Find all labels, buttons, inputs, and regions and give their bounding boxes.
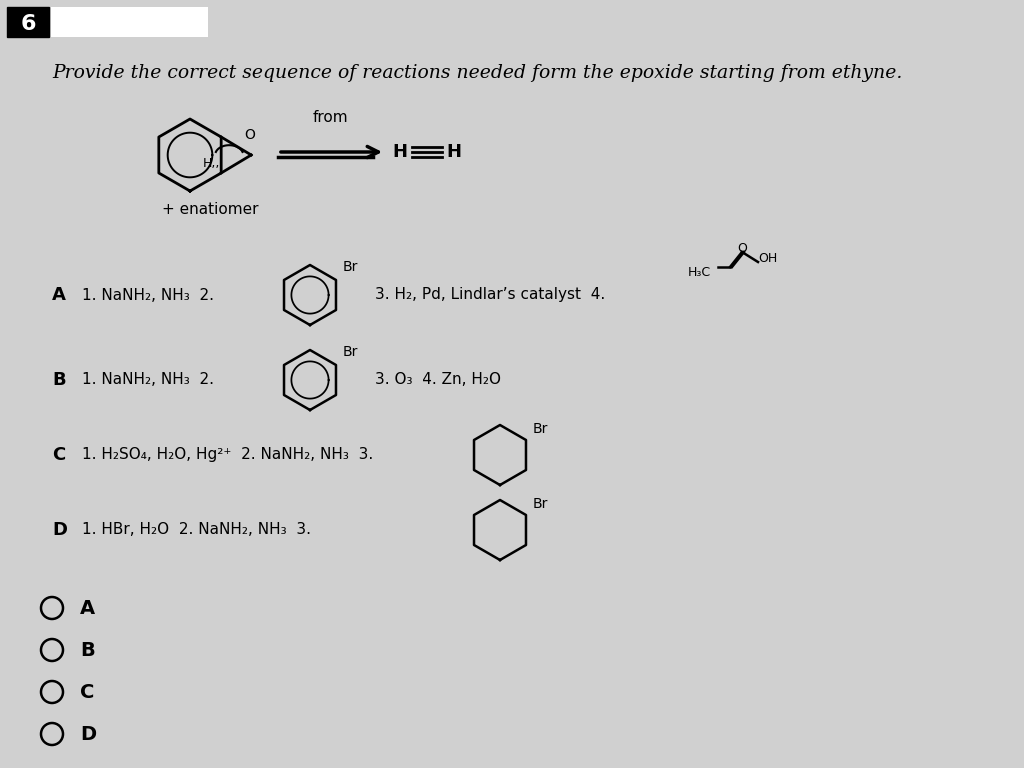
FancyBboxPatch shape (51, 7, 208, 37)
Text: Br: Br (534, 497, 549, 511)
Text: B: B (80, 641, 95, 660)
Text: Br: Br (534, 422, 549, 436)
Text: Provide the correct sequence of reactions needed form the epoxide starting from : Provide the correct sequence of reaction… (52, 64, 902, 82)
Text: O: O (737, 243, 746, 256)
Text: 1. HBr, H₂O  2. NaNH₂, NH₃  3.: 1. HBr, H₂O 2. NaNH₂, NH₃ 3. (82, 522, 311, 538)
Text: 1. NaNH₂, NH₃  2.: 1. NaNH₂, NH₃ 2. (82, 372, 214, 388)
Text: 1. NaNH₂, NH₃  2.: 1. NaNH₂, NH₃ 2. (82, 287, 214, 303)
Text: 3. O₃  4. Zn, H₂O: 3. O₃ 4. Zn, H₂O (375, 372, 501, 388)
Text: 1. H₂SO₄, H₂O, Hg²⁺  2. NaNH₂, NH₃  3.: 1. H₂SO₄, H₂O, Hg²⁺ 2. NaNH₂, NH₃ 3. (82, 448, 374, 462)
Text: H,,: H,, (203, 157, 220, 170)
Text: H: H (392, 143, 408, 161)
Text: C: C (52, 446, 66, 464)
Text: Br: Br (343, 260, 358, 274)
Text: H: H (446, 143, 462, 161)
Text: D: D (52, 521, 67, 539)
Text: C: C (80, 683, 94, 701)
Text: B: B (52, 371, 66, 389)
Text: H₃C: H₃C (688, 266, 711, 279)
Text: 6: 6 (20, 14, 36, 34)
Text: O: O (245, 128, 256, 142)
Text: from: from (312, 111, 348, 125)
Text: A: A (80, 598, 95, 617)
Text: 3. H₂, Pd, Lindlar’s catalyst  4.: 3. H₂, Pd, Lindlar’s catalyst 4. (375, 287, 605, 303)
FancyBboxPatch shape (7, 7, 49, 37)
Text: A: A (52, 286, 66, 304)
Text: D: D (80, 724, 96, 743)
Text: OH: OH (758, 253, 777, 266)
Text: + enatiomer: + enatiomer (162, 203, 258, 217)
Text: Br: Br (343, 345, 358, 359)
